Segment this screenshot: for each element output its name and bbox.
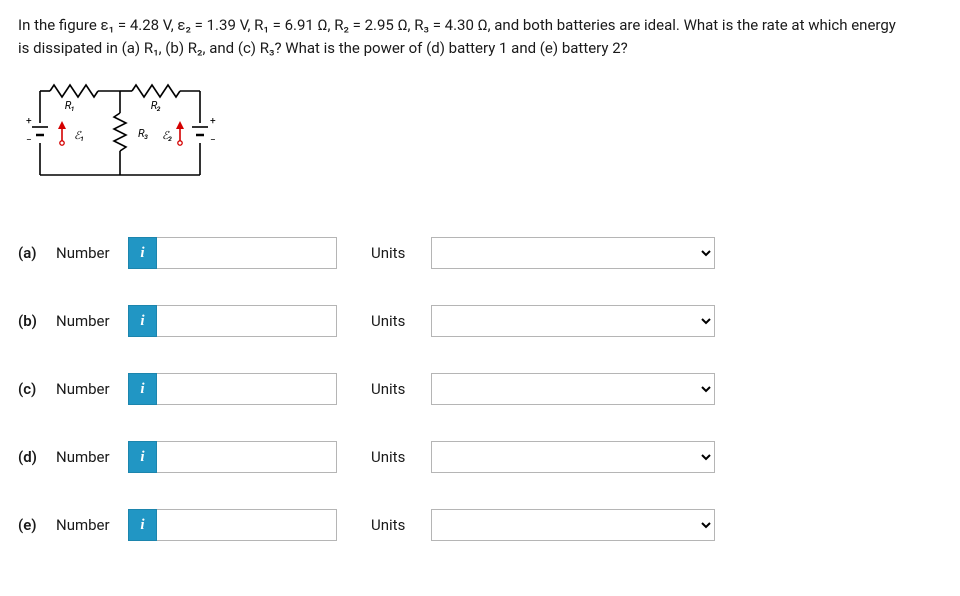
number-input-a[interactable] [157,237,337,269]
units-label: Units [371,380,411,398]
row-b: (b) Number i Units [18,305,942,337]
label-e1: ℰ₁ [74,129,85,142]
question-line-1: In the figure ε₁ = 4.28 V, ε₂ = 1.39 V, … [18,16,896,34]
units-label: Units [371,516,411,534]
part-label-d: (d) [18,448,56,466]
part-label-e: (e) [18,516,56,534]
row-a: (a) Number i Units [18,237,942,269]
input-wrap-e: i [128,509,337,541]
info-button-c[interactable]: i [128,373,157,405]
number-label: Number [56,312,128,330]
row-e: (e) Number i Units [18,509,942,541]
units-select-d[interactable] [431,441,715,473]
number-input-c[interactable] [157,373,337,405]
row-c: (c) Number i Units [18,373,942,405]
number-label: Number [56,516,128,534]
info-button-b[interactable]: i [128,305,157,337]
plus-e1: + [26,116,32,127]
row-d: (d) Number i Units [18,441,942,473]
units-label: Units [371,312,411,330]
part-label-a: (a) [18,244,56,262]
label-e2: ℰ₂ [162,129,173,142]
label-r2: R₂ [151,99,162,112]
units-label: Units [371,244,411,262]
units-select-a[interactable] [431,237,715,269]
number-label: Number [56,448,128,466]
number-input-d[interactable] [157,441,337,473]
input-wrap-c: i [128,373,337,405]
number-input-e[interactable] [157,509,337,541]
units-label: Units [371,448,411,466]
info-button-d[interactable]: i [128,441,157,473]
question-text: In the figure ε₁ = 4.28 V, ε₂ = 1.39 V, … [18,14,942,59]
units-select-c[interactable] [431,373,715,405]
plus-e2: + [210,116,216,127]
minus-e1: − [26,135,32,146]
number-label: Number [56,380,128,398]
minus-e2: − [210,135,216,146]
number-input-b[interactable] [157,305,337,337]
label-r3: R₃ [138,127,149,140]
info-button-a[interactable]: i [128,237,157,269]
units-select-b[interactable] [431,305,715,337]
answer-rows: (a) Number i Units (b) Number i Units (c… [18,237,942,541]
part-label-b: (b) [18,312,56,330]
info-button-e[interactable]: i [128,509,157,541]
label-r1: R₁ [65,99,76,112]
input-wrap-d: i [128,441,337,473]
number-label: Number [56,244,128,262]
input-wrap-b: i [128,305,337,337]
input-wrap-a: i [128,237,337,269]
part-label-c: (c) [18,380,56,398]
units-select-e[interactable] [431,509,715,541]
circuit-diagram: R₁ R₂ R₃ + − ℰ₁ + − [20,75,942,187]
question-line-2: is dissipated in (a) R₁, (b) R₂, and (c)… [18,39,628,57]
